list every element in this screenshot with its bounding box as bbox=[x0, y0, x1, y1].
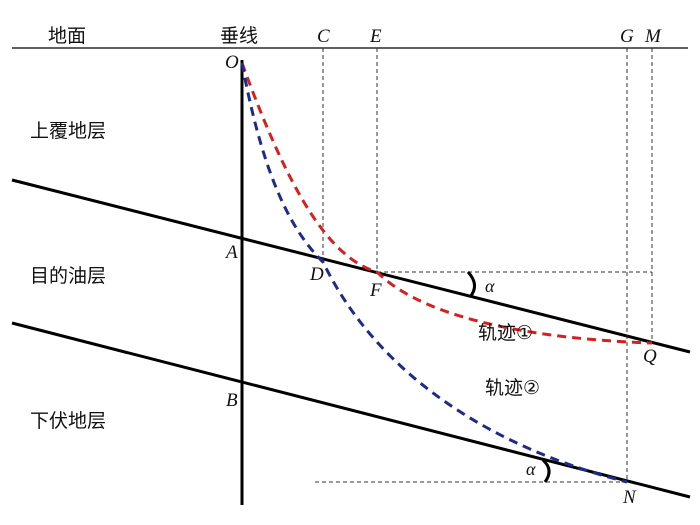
track1-label: 轨迹① bbox=[478, 322, 533, 344]
point-Q-label: Q bbox=[643, 346, 657, 367]
alpha-label-1: α bbox=[485, 276, 495, 296]
point-G-label: G bbox=[620, 26, 634, 47]
underlying-label: 下伏地层 bbox=[30, 410, 106, 432]
trajectory-1-curve bbox=[240, 62, 653, 345]
trajectory-2-curve bbox=[240, 62, 628, 484]
target-layer-bottom-boundary bbox=[11, 321, 691, 499]
point-D-label: D bbox=[309, 264, 324, 285]
vertical-label: 垂线 bbox=[220, 25, 258, 47]
point-M-label: M bbox=[644, 26, 662, 47]
point-O-label: O bbox=[225, 52, 239, 73]
point-B-label: B bbox=[226, 390, 238, 411]
point-E-label: E bbox=[369, 26, 382, 47]
alpha-arc-1 bbox=[466, 270, 476, 298]
point-F-label: F bbox=[369, 280, 382, 301]
point-C-label: C bbox=[317, 26, 330, 47]
target-layer-top-boundary bbox=[11, 178, 691, 354]
target-layer-label: 目的油层 bbox=[30, 265, 106, 287]
alpha-arc-2 bbox=[541, 458, 551, 483]
point-A-label: A bbox=[224, 242, 238, 263]
overburden-label: 上覆地层 bbox=[30, 120, 106, 142]
track2-label: 轨迹② bbox=[485, 377, 540, 399]
point-N-label: N bbox=[622, 487, 637, 508]
ground-label: 地面 bbox=[48, 25, 86, 47]
alpha-label-2: α bbox=[526, 459, 536, 479]
